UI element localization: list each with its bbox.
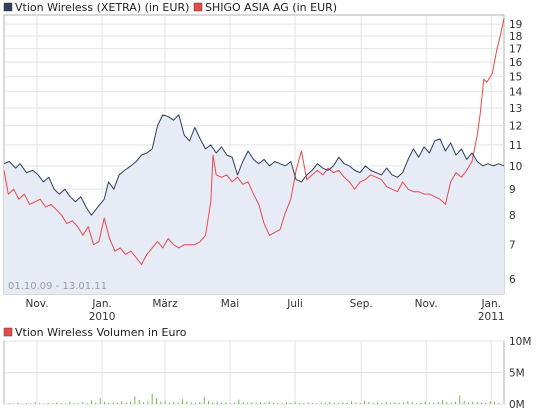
legend-swatch-vtion [3,2,13,12]
legend-swatch-shigo [193,2,203,12]
volume-y-tick-label: 10M [509,336,531,348]
x-tick-sublabel: 2011 [478,311,505,323]
y-tick-label: 9 [509,184,516,196]
date-range-label: 01.10.09 - 13.01.11 [8,281,107,292]
y-tick-label: 8 [509,210,516,222]
y-tick-label: 7 [509,240,516,252]
legend-label-shigo: SHIGO ASIA AG (in EUR) [205,1,337,14]
series-line-vtion [3,114,505,216]
series-line-shigo [3,18,505,265]
volume-y-tick-label: 0M [509,399,525,410]
y-tick-label: 14 [509,87,523,99]
volume-legend-swatch [3,327,13,337]
x-tick-label: März [152,298,178,310]
y-tick-label: 19 [509,19,522,31]
volume-y-tick-labels: 10M 5M 0M [509,336,531,410]
volume-y-tick-label: 5M [509,368,525,380]
x-tick-label: Jan. [91,298,112,310]
main-area-fill [4,114,504,295]
y-tick-label: 18 [509,31,522,43]
y-tick-label: 17 [509,44,522,56]
series-area-vtion [4,114,504,295]
x-tick-sublabel: 2010 [89,311,116,323]
volume-bars [8,393,500,404]
main-series-lines [3,18,505,265]
y-tick-label: 10 [509,161,522,173]
x-tick-label: Nov. [26,298,49,310]
y-tick-label: 13 [509,103,522,115]
volume-legend: Vtion Wireless Volumen in Euro [3,326,187,339]
y-tick-label: 6 [509,274,516,286]
volume-legend-label: Vtion Wireless Volumen in Euro [15,326,187,339]
legend: Vtion Wireless (XETRA) (in EUR) SHIGO AS… [3,1,337,14]
x-tick-label: Jan. [480,298,501,310]
x-tick-label: Mai [221,298,239,310]
y-tick-label: 15 [509,71,522,83]
y-tick-label: 12 [509,121,522,133]
y-tick-label: 11 [509,140,522,152]
legend-label-vtion: Vtion Wireless (XETRA) (in EUR) [15,1,189,14]
x-tick-label: Juli [286,298,303,310]
y-tick-label: 16 [509,57,523,69]
x-tick-label: Sep. [350,298,373,310]
x-tick-label: Nov. [415,298,438,310]
